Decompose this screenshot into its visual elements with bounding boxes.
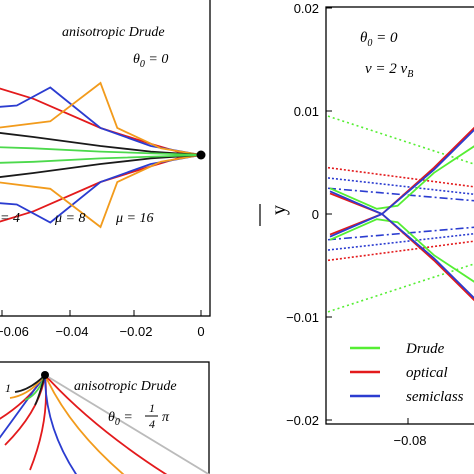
- panel-c-title: anisotropic Drude: [74, 379, 177, 394]
- panel-c-curve-8: [44, 374, 211, 474]
- panel-b-reference-line-3: [327, 240, 474, 262]
- panel-a-x-ticks: −0.06 −0.04 −0.02 0: [0, 310, 205, 339]
- panel-c-curve-5: [44, 374, 125, 474]
- panel-b-curve-0: [329, 145, 474, 210]
- panel-b-curve-1: [329, 218, 474, 283]
- panel-b-curves: [327, 115, 474, 313]
- panel-b-reference-line-4: [327, 177, 474, 196]
- panel-a-curve-8: [0, 146, 202, 156]
- panel-c-frac-num: 1: [149, 401, 155, 415]
- panel-c-pi: π: [162, 410, 170, 425]
- panel-a: anisotropic Drude θ0 = 0 = 4 μ = 8 μ = 1…: [0, 0, 211, 339]
- panel-b-curve-2: [329, 126, 474, 236]
- panel-c-curve-7: [44, 374, 168, 474]
- panel-c-mark: 1: [5, 381, 11, 395]
- panel-b-y-axis-label: y: [259, 204, 290, 226]
- legend-label-drude: Drude: [405, 341, 445, 357]
- panel-a-title: anisotropic Drude: [62, 25, 165, 40]
- y-axis-label: y: [268, 205, 290, 215]
- panel-a-curve-4: [0, 81, 202, 156]
- panel-b-reference-line-7: [327, 226, 474, 241]
- panel-a-curve-0: [0, 87, 202, 156]
- legend-label-semiclassical: semiclass: [406, 389, 464, 405]
- panel-c-frame: [0, 361, 210, 474]
- panel-b-reference-line-5: [327, 232, 474, 251]
- panel-a-curve-1: [0, 154, 202, 223]
- panel-a-curves: [0, 81, 202, 229]
- panel-c-curves: [0, 374, 211, 474]
- y-tick-label: −0.01: [286, 310, 319, 325]
- y-tick-label: 0: [312, 207, 319, 222]
- x-tick-label: −0.06: [0, 324, 29, 339]
- panel-b-legend: Drude optical semiclass: [350, 341, 464, 405]
- y-tick-label: −0.02: [286, 413, 319, 428]
- panel-c-theta: θ0 =: [108, 410, 133, 428]
- panel-c-endpoint: [41, 371, 49, 379]
- panel-c-curve-1: [4, 374, 46, 446]
- panel-a-frame: [0, 0, 211, 317]
- panel-b-reference-line-6: [327, 187, 474, 202]
- panel-a-mu16-label: μ = 16: [115, 211, 153, 226]
- panel-a-curve-5: [0, 154, 202, 229]
- panel-a-curve-3: [0, 154, 202, 224]
- x-tick-label: 0: [197, 324, 204, 339]
- panel-a-mu4-label: = 4: [0, 211, 20, 226]
- x-tick-label: −0.08: [394, 433, 427, 448]
- panel-b: θ0 = 0 v = 2 vB 0.02 0.01 0 −0.01 −0.02 …: [259, 1, 474, 448]
- y-tick-label: 0.01: [294, 104, 319, 119]
- panel-b-curve-3: [329, 192, 474, 302]
- panel-c-frac-den: 4: [149, 417, 155, 431]
- panel-c: 1 anisotropic Drude θ0 = 1 4 π: [0, 361, 211, 474]
- panel-a-mu8-label: μ = 8: [54, 211, 85, 226]
- panel-a-curve-9: [0, 154, 202, 164]
- panel-b-velocity: v = 2 vB: [365, 61, 413, 80]
- panel-b-y-ticks: 0.02 0.01 0 −0.01 −0.02: [286, 1, 332, 428]
- panel-b-frame: [325, 6, 474, 425]
- panel-b-x-ticks: −0.08: [394, 418, 427, 448]
- panel-a-curve-6: [0, 132, 202, 156]
- panel-a-curve-2: [0, 86, 202, 156]
- panel-b-theta: θ0 = 0: [360, 30, 398, 49]
- panel-b-reference-line-2: [327, 166, 474, 188]
- x-tick-label: −0.02: [120, 324, 153, 339]
- legend-label-optical: optical: [406, 365, 448, 381]
- y-tick-label: 0.02: [294, 1, 319, 16]
- panel-c-curve-11: [34, 374, 46, 406]
- panel-c-curve-3: [44, 374, 78, 474]
- panel-b-curve-4: [329, 128, 474, 238]
- panel-a-curve-7: [0, 154, 202, 178]
- panel-a-endpoint: [196, 150, 206, 160]
- panel-a-theta: θ0 = 0: [133, 52, 168, 70]
- x-tick-label: −0.04: [56, 324, 89, 339]
- panel-b-curve-5: [329, 190, 474, 300]
